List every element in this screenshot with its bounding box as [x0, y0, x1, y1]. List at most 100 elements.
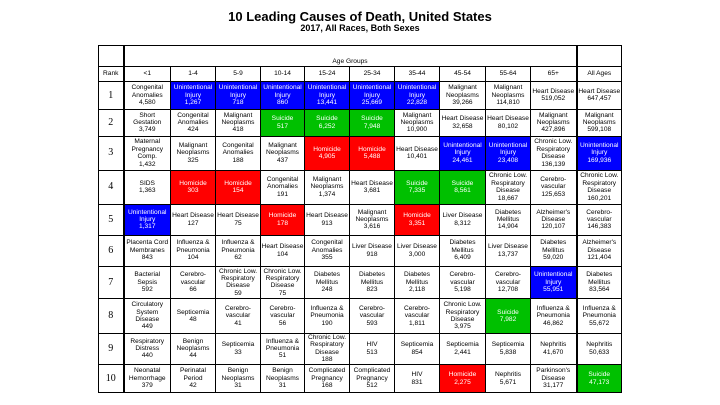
death-count: 169,936: [587, 156, 612, 164]
cause-label: Chronic Low. Respiratory Disease: [443, 301, 482, 323]
table-row: 7 Bacterial Sepsis 592 Cerebro-vascular 66 Ch…: [98, 265, 622, 300]
death-count: 3,975: [454, 323, 471, 331]
cause-label: Heart Disease: [578, 88, 621, 95]
death-count: 860: [276, 99, 288, 107]
cause-cell: Circulatory System Disease 449: [122, 298, 171, 334]
death-count: 427,896: [541, 126, 566, 134]
cause-label: Unintentional Injury: [397, 84, 437, 99]
cause-cell: Nephritis 5,671: [485, 364, 531, 393]
table-row: 6 Placenta Cord Membranes 843 Influenza & P…: [98, 234, 622, 267]
death-count: 154: [232, 187, 244, 195]
cause-label: Septicemia: [176, 308, 210, 316]
table-body: 1 Congenital Anomalies 4,580 Unintentional …: [98, 81, 622, 393]
cause-cell: Influenza & Pneumonia 55,672: [575, 298, 622, 334]
cause-cell: Chronic Low. Respiratory Disease 18,667: [485, 169, 531, 205]
cause-label: Chronic Low. Respiratory Disease: [488, 172, 528, 195]
column-header-row: Rank <1 1-4 5-9 10-14 15-24 25-34 35-44 45-54 55…: [98, 66, 622, 82]
death-count: 513: [366, 348, 378, 356]
cause-cell: Homicide 4,905: [304, 135, 350, 171]
death-count: 188: [232, 156, 244, 164]
cause-cell: Perinatal Period 42: [170, 364, 216, 393]
cause-label: Malignant Neoplasms: [176, 142, 210, 157]
causes-of-death-table: Age Groups Rank <1 1-4 5-9 10-14 15-24 25-34 3…: [98, 45, 622, 393]
cause-cell: Alzheimer's Disease 120,107: [530, 203, 577, 236]
death-count: 4,905: [318, 153, 336, 161]
cause-label: Homicide: [179, 179, 207, 187]
cause-label: Chronic Low. Respiratory Disease: [580, 172, 619, 195]
cause-cell: Neonatal Hemorrhage 379: [122, 364, 171, 393]
cause-cell: Benign Neoplasms 31: [215, 364, 261, 393]
cause-label: Liver Disease: [442, 212, 483, 220]
page-subtitle: 2017, All Races, Both Sexes: [300, 23, 420, 33]
cause-label: Diabetes Mellitus: [540, 239, 567, 254]
cause-cell: Cerebro-vascular 1,811: [394, 298, 440, 334]
cause-label: Liver Disease: [397, 243, 437, 251]
death-count: 440: [141, 352, 153, 360]
cause-label: Influenza & Pneumonia: [582, 304, 616, 320]
death-count: 437: [276, 156, 288, 164]
death-count: 2,441: [454, 348, 471, 356]
cause-label: Septicemia: [491, 341, 525, 349]
cause-cell: Heart Disease 75: [215, 203, 261, 236]
cause-cell: Diabetes Mellitus 59,020: [530, 234, 577, 267]
cause-cell: HIV 513: [349, 332, 395, 366]
cause-cell: Congenital Anomalies 188: [215, 135, 261, 171]
cause-cell: Cerebro-vascular 5,198: [439, 265, 486, 300]
cause-cell: Liver Disease 8,312: [439, 203, 486, 236]
cause-cell: Septicemia 48: [170, 298, 216, 334]
cause-cell: Chronic Low. Respiratory Disease 75: [260, 265, 305, 300]
cause-cell: Malignant Neoplasms 418: [215, 108, 261, 137]
death-count: 593: [366, 319, 378, 327]
death-count: 42: [189, 382, 197, 390]
cause-label: Heart Disease: [441, 115, 484, 123]
cause-label: Influenza & Pneumonia: [536, 304, 570, 320]
death-count: 31,177: [543, 382, 564, 390]
cause-label: Cerebro-vascular: [179, 271, 207, 286]
table-row: 1 Congenital Anomalies 4,580 Unintentional …: [98, 81, 622, 110]
cause-cell: Influenza & Pneumonia 62: [215, 234, 261, 267]
corner-cell: [98, 45, 124, 67]
cause-cell: Unintentional Injury 718: [215, 81, 261, 110]
death-count: 66: [189, 286, 197, 294]
death-count: 5,198: [454, 286, 471, 294]
cause-cell: Unintentional Injury 25,669: [349, 81, 395, 110]
group-header-row: Age Groups: [98, 45, 622, 67]
cause-label: Homicide: [313, 145, 341, 153]
death-count: 599,108: [587, 126, 612, 134]
death-count: 1,374: [318, 190, 336, 198]
column-header-1: <1: [122, 66, 171, 82]
cause-cell: Malignant Neoplasms 325: [170, 135, 216, 171]
column-header-3: 5-9: [215, 66, 261, 82]
cause-cell: Diabetes Mellitus 2,118: [394, 265, 440, 300]
cause-cell: Nephritis 50,633: [575, 332, 622, 366]
death-count: 14,904: [497, 223, 519, 231]
death-count: 512: [366, 382, 378, 390]
death-count: 5,838: [499, 348, 517, 356]
cause-cell: Suicide 517: [260, 108, 305, 137]
death-count: 8,312: [454, 219, 471, 227]
cause-label: Septicemia: [446, 341, 479, 349]
cause-cell: Malignant Neoplasms 39,266: [439, 81, 486, 110]
death-count: 104: [187, 254, 199, 262]
column-header-8: 45-54: [439, 66, 486, 82]
cause-cell: Unintentional Injury 22,828: [394, 81, 440, 110]
table-row: 3 Maternal Pregnancy Comp. 1,432 Malignant …: [98, 135, 622, 171]
cause-label: Malignant Neoplasms: [355, 208, 389, 223]
cause-label: Unintentional Injury: [307, 84, 347, 99]
cause-cell: Septicemia 33: [215, 332, 261, 366]
cause-cell: Cerebro-vascular 125,653: [530, 169, 577, 205]
cause-label: Alzheimer's Disease: [582, 239, 617, 254]
cause-cell: Unintentional Injury 860: [260, 81, 305, 110]
death-count: 46,862: [543, 319, 564, 327]
cause-cell: Benign Neoplasms 44: [170, 332, 216, 366]
cause-label: Cerebro-vascular: [449, 271, 476, 286]
death-count: 424: [187, 126, 199, 134]
death-count: 10,401: [406, 153, 428, 161]
cause-cell: Malignant Neoplasms 3,616: [349, 203, 395, 236]
cause-cell: Complicated Pregnancy 512: [349, 364, 395, 393]
death-count: 146,383: [587, 223, 612, 231]
cause-cell: Unintentional Injury 1,267: [170, 81, 216, 110]
cause-cell: Influenza & Pneumonia 46,862: [530, 298, 577, 334]
cause-cell: Suicide 47,173: [575, 364, 622, 393]
death-count: 191: [276, 190, 288, 198]
